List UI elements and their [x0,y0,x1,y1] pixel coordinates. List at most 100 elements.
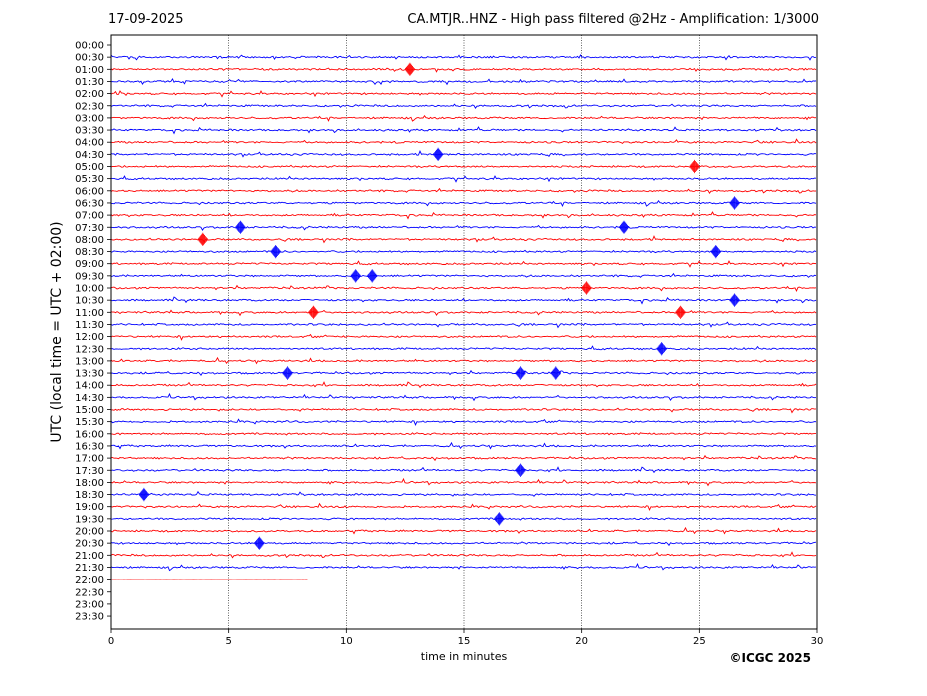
event-burst [282,366,293,380]
trace-line-1130 [110,321,817,329]
trace-line-2030 [110,541,817,547]
event-burst [689,159,700,174]
trace-line-1400 [110,381,817,389]
trace-line-2000 [110,526,817,535]
event-burst [710,245,721,259]
x-tick-label: 20 [575,636,588,647]
event-burst [729,196,740,210]
trace-line-1630 [110,441,817,450]
y-tick-label: 01:00 [75,65,104,76]
event-burst [270,245,281,259]
x-tick-label: 25 [693,636,706,647]
trace-line-1930 [110,517,817,521]
event-burst [197,232,208,246]
trace-line-0700 [110,211,817,220]
y-tick-label: 16:00 [75,429,104,440]
event-burst [494,512,505,526]
trace-line-0930 [110,272,817,278]
y-tick-label: 02:30 [75,101,104,112]
trace-line-0130 [110,78,817,86]
y-axis-label: UTC (local time = UTC + 02:00) [49,221,65,442]
trace-line-0230 [110,102,817,109]
trace-line-1230 [110,345,817,351]
y-tick-label: 14:00 [75,381,104,392]
trace-line-1030 [110,296,817,305]
event-burst [619,220,629,234]
y-tick-label: 13:00 [75,356,104,367]
y-tick-label: 19:00 [75,502,104,513]
y-tick-label: 15:30 [75,417,104,428]
event-burst [367,269,378,283]
y-tick-label: 08:30 [75,247,104,258]
event-burst [515,366,526,380]
y-tick-label: 13:30 [75,369,104,380]
y-tick-label: 03:00 [75,113,104,124]
trace-line-0600 [110,187,817,195]
trace-line-0100 [110,67,817,73]
event-burst [729,293,740,307]
trace-line-1430 [110,392,817,402]
trace-line-0430 [110,150,817,158]
copyright-credit: ©ICGC 2025 [729,651,811,665]
event-burst [515,463,526,477]
y-tick-label: 21:00 [75,551,104,562]
event-burst [254,536,265,550]
vertical-gridlines [228,35,700,629]
trace-line-1900 [110,502,817,512]
y-tick-label: 05:00 [75,162,104,173]
trace-line-1830 [110,490,817,497]
x-tick-label: 10 [340,636,353,647]
trace-line-1330 [110,369,817,377]
y-tick-label: 18:00 [75,478,104,489]
y-tick-label: 12:30 [75,344,104,355]
y-tick-label: 21:30 [75,563,104,574]
trace-line-1730 [110,466,817,474]
trace-line-1100 [110,309,817,317]
y-tick-label: 00:00 [75,41,104,52]
y-tick-label: 07:30 [75,223,104,234]
trace-group [110,54,817,581]
y-tick-label: 00:30 [75,53,104,64]
trace-line-0330 [111,126,817,135]
event-burst [308,305,319,319]
trace-line-1600 [110,432,817,436]
y-tick-label: 04:00 [75,138,104,149]
plot-frame [110,34,818,630]
y-tick-label: 06:30 [75,198,104,209]
y-tick-label: 09:30 [75,271,104,282]
trace-line-0030 [110,54,817,61]
y-tick-label: 23:00 [75,599,104,610]
trace-line-0800 [110,235,817,244]
x-axis-ticks: 0 5 10 15 20 25 30 [108,629,823,647]
y-tick-label: 18:30 [75,490,104,501]
y-tick-label: 01:30 [75,77,104,88]
y-tick-label: 10:30 [75,296,104,307]
trace-line-0730 [110,224,817,231]
chart-title: CA.MTJR..HNZ - High pass filtered @2Hz -… [407,12,819,27]
event-burst [139,487,149,502]
y-tick-label: 23:30 [75,612,104,623]
y-tick-label: 02:00 [75,89,104,100]
y-tick-label: 12:00 [75,332,104,343]
y-tick-label: 22:30 [75,587,104,598]
x-tick-label: 5 [225,636,231,647]
event-burst [433,147,443,161]
y-tick-label: 22:00 [75,575,104,586]
event-burst [350,269,361,283]
trace-line-0530 [110,175,817,183]
event-burst [235,220,246,234]
y-tick-label: 19:30 [75,514,104,525]
y-tick-label: 17:30 [75,466,104,477]
event-burst [675,305,686,319]
y-tick-label: 20:30 [75,539,104,550]
y-tick-label: 20:00 [75,527,104,538]
trace-line-1700 [110,454,817,462]
y-tick-label: 10:00 [75,284,104,295]
y-tick-label: 04:30 [75,150,104,161]
trace-line-1200 [110,333,817,341]
trace-line-1500 [110,407,817,414]
trace-line-1800 [110,477,817,487]
x-tick-label: 15 [458,636,471,647]
